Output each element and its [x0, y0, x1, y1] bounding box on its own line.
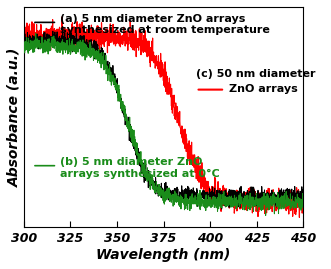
Y-axis label: Absorbance (a.u.): Absorbance (a.u.) [7, 48, 21, 187]
Text: (c) 50 nm diameter: (c) 50 nm diameter [196, 69, 315, 79]
Text: (b) 5 nm diameter ZnO
arrays synthesized at 0°C: (b) 5 nm diameter ZnO arrays synthesized… [60, 157, 220, 179]
X-axis label: Wavelength (nm): Wavelength (nm) [96, 248, 231, 262]
Text: (a) 5 nm diameter ZnO arrays
synthesized at room temperature: (a) 5 nm diameter ZnO arrays synthesized… [60, 13, 270, 35]
Text: ZnO arrays: ZnO arrays [229, 84, 298, 94]
